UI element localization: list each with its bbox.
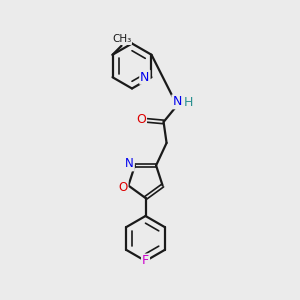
Text: H: H: [184, 96, 193, 109]
Text: O: O: [136, 113, 146, 126]
Text: N: N: [172, 95, 182, 108]
Text: N: N: [140, 71, 150, 84]
Text: N: N: [125, 158, 134, 170]
Text: F: F: [142, 254, 149, 268]
Text: CH₃: CH₃: [112, 34, 131, 44]
Text: O: O: [118, 181, 127, 194]
